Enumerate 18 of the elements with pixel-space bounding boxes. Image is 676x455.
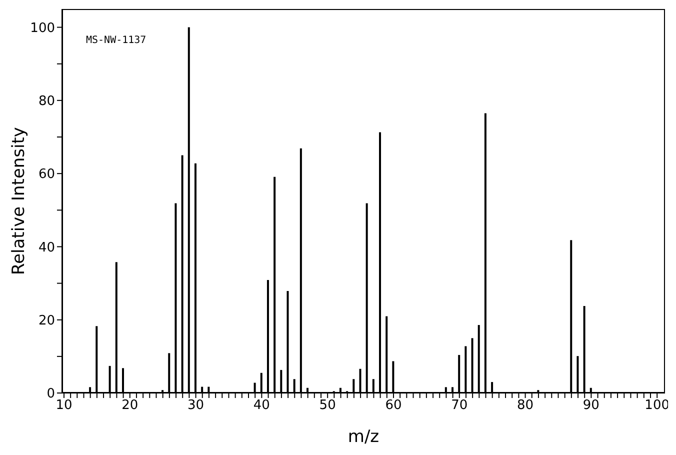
- y-tick-label: 80: [38, 94, 55, 110]
- x-tick-label: 70: [451, 398, 468, 414]
- y-tick-label: 0: [46, 386, 55, 402]
- y-tick-label: 20: [38, 313, 55, 328]
- x-tick-label: 80: [517, 398, 534, 414]
- x-tick-label: 40: [253, 398, 270, 414]
- annotation: MS-NW-1137: [86, 35, 146, 46]
- y-tick-label: 40: [38, 240, 55, 256]
- x-axis-title: m/z: [348, 427, 380, 447]
- y-axis-title: Relative Intensity: [9, 127, 30, 275]
- x-tick-label: 30: [188, 398, 204, 414]
- x-tick-label: 10: [56, 398, 72, 414]
- x-tick-label: 50: [319, 398, 336, 414]
- y-tick-label: 60: [38, 167, 55, 182]
- x-tick-label: 60: [385, 398, 402, 414]
- y-tick-label: 100: [30, 20, 55, 36]
- x-tick-label: 20: [122, 398, 138, 414]
- x-tick-label: 90: [582, 398, 600, 414]
